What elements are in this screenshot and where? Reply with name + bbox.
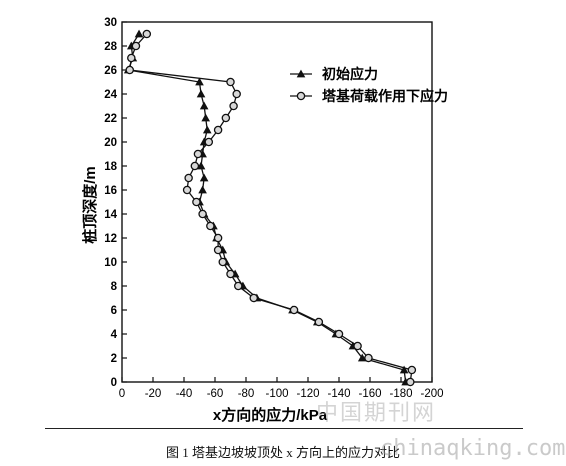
y-tick-label: 8 (111, 281, 118, 293)
circle-point (218, 257, 227, 267)
circle-point (142, 29, 152, 39)
circle-point (182, 185, 192, 195)
legend-label: 初始应力 (322, 66, 378, 82)
y-tick-label: 18 (104, 161, 117, 173)
circle-point (131, 41, 141, 51)
series-layer (123, 29, 417, 387)
x-tick-label: -80 (238, 388, 255, 400)
circle-point (213, 245, 223, 255)
circle-point (229, 101, 238, 111)
x-tick-label: -120 (296, 388, 319, 400)
y-tick-label: 22 (104, 113, 117, 125)
watermark-text: 中国期刊网 (316, 401, 437, 426)
legend-marker (296, 91, 306, 101)
series-2 (125, 29, 417, 387)
circle-point (204, 137, 214, 147)
circle-point (233, 281, 243, 291)
circle-point (206, 221, 215, 231)
figure-caption: 图 1 塔基边坡坡顶处 x 方向上的应力对比 (165, 445, 400, 460)
y-axis-label: 桩顶深度/m (81, 166, 99, 244)
watermark-url: chinaqking.com (380, 436, 566, 461)
circle-point (406, 377, 415, 387)
y-tick-label: 6 (111, 305, 117, 317)
triangle-point (196, 89, 206, 98)
y-tick-label: 0 (111, 377, 117, 389)
legend-label: 塔基荷载作用下应力 (322, 88, 448, 104)
series-line (129, 33, 413, 383)
triangle-point (199, 173, 209, 182)
x-tick-label: -180 (389, 388, 412, 400)
y-tick-label: 14 (104, 209, 117, 221)
x-tick-label: -100 (265, 388, 288, 400)
circle-point (221, 113, 231, 123)
x-tick-label: -40 (176, 388, 193, 400)
circle-point (213, 233, 223, 243)
plot-frame (121, 21, 433, 383)
y-tick-label: 4 (111, 329, 118, 341)
x-tick-label: -140 (327, 388, 350, 400)
caption-rule (45, 428, 523, 429)
y-tick-label: 20 (104, 137, 117, 149)
circle-point (226, 77, 235, 87)
x-tick-label: -160 (358, 388, 381, 400)
y-tick-label: 24 (104, 89, 117, 101)
triangle-point (196, 161, 206, 170)
y-tick-label: 16 (104, 185, 117, 197)
circle-point (190, 161, 200, 171)
triangle-point (199, 101, 209, 110)
circle-point (249, 293, 258, 303)
series-line (127, 33, 407, 383)
series-1 (123, 29, 410, 386)
plot-area (121, 21, 433, 383)
y-tick-label: 10 (104, 257, 117, 269)
triangle-point (399, 365, 409, 374)
x-tick-label: 0 (119, 388, 125, 400)
triangle-point (134, 29, 144, 38)
triangle-point (201, 113, 211, 122)
circle-point (198, 209, 207, 219)
circle-point (314, 317, 324, 327)
circle-point (364, 353, 373, 363)
x-tick-label: -60 (207, 388, 224, 400)
stress-depth-chart: 0 -20 -40 -60 -80 -100 -120 -140 -160 -180 -200024… (81, 17, 448, 424)
axes: 0 -20 -40 -60 -80 -100 -120 -140 -160 -180 -200024… (104, 17, 443, 400)
x-axis-label: x方向的应力/kPa (213, 406, 328, 424)
y-tick-label: 2 (111, 353, 117, 365)
circle-point (192, 197, 201, 207)
legend-marker (296, 69, 306, 78)
y-tick-label: 12 (104, 233, 117, 245)
y-tick-label: 26 (104, 65, 117, 77)
x-tick-label: -20 (145, 388, 162, 400)
triangle-point (198, 185, 207, 194)
circle-point (407, 365, 417, 375)
triangle-point (357, 353, 367, 362)
triangle-point (195, 77, 204, 86)
circle-point (125, 65, 135, 75)
legend-item: 初始应力 (290, 66, 378, 82)
triangle-point (202, 125, 212, 134)
circle-point (232, 89, 241, 99)
circle-point (226, 269, 235, 279)
circle-point (289, 305, 299, 315)
circle-point (353, 341, 362, 351)
y-tick-label: 28 (104, 41, 117, 53)
circle-point (127, 53, 136, 63)
y-tick-label: 30 (104, 17, 117, 29)
circle-point (184, 173, 193, 183)
x-tick-label: -200 (420, 388, 443, 400)
circle-point (213, 125, 223, 135)
circle-point (334, 329, 344, 339)
legend-item: 塔基荷载作用下应力 (290, 88, 448, 104)
circle-point (193, 149, 203, 159)
